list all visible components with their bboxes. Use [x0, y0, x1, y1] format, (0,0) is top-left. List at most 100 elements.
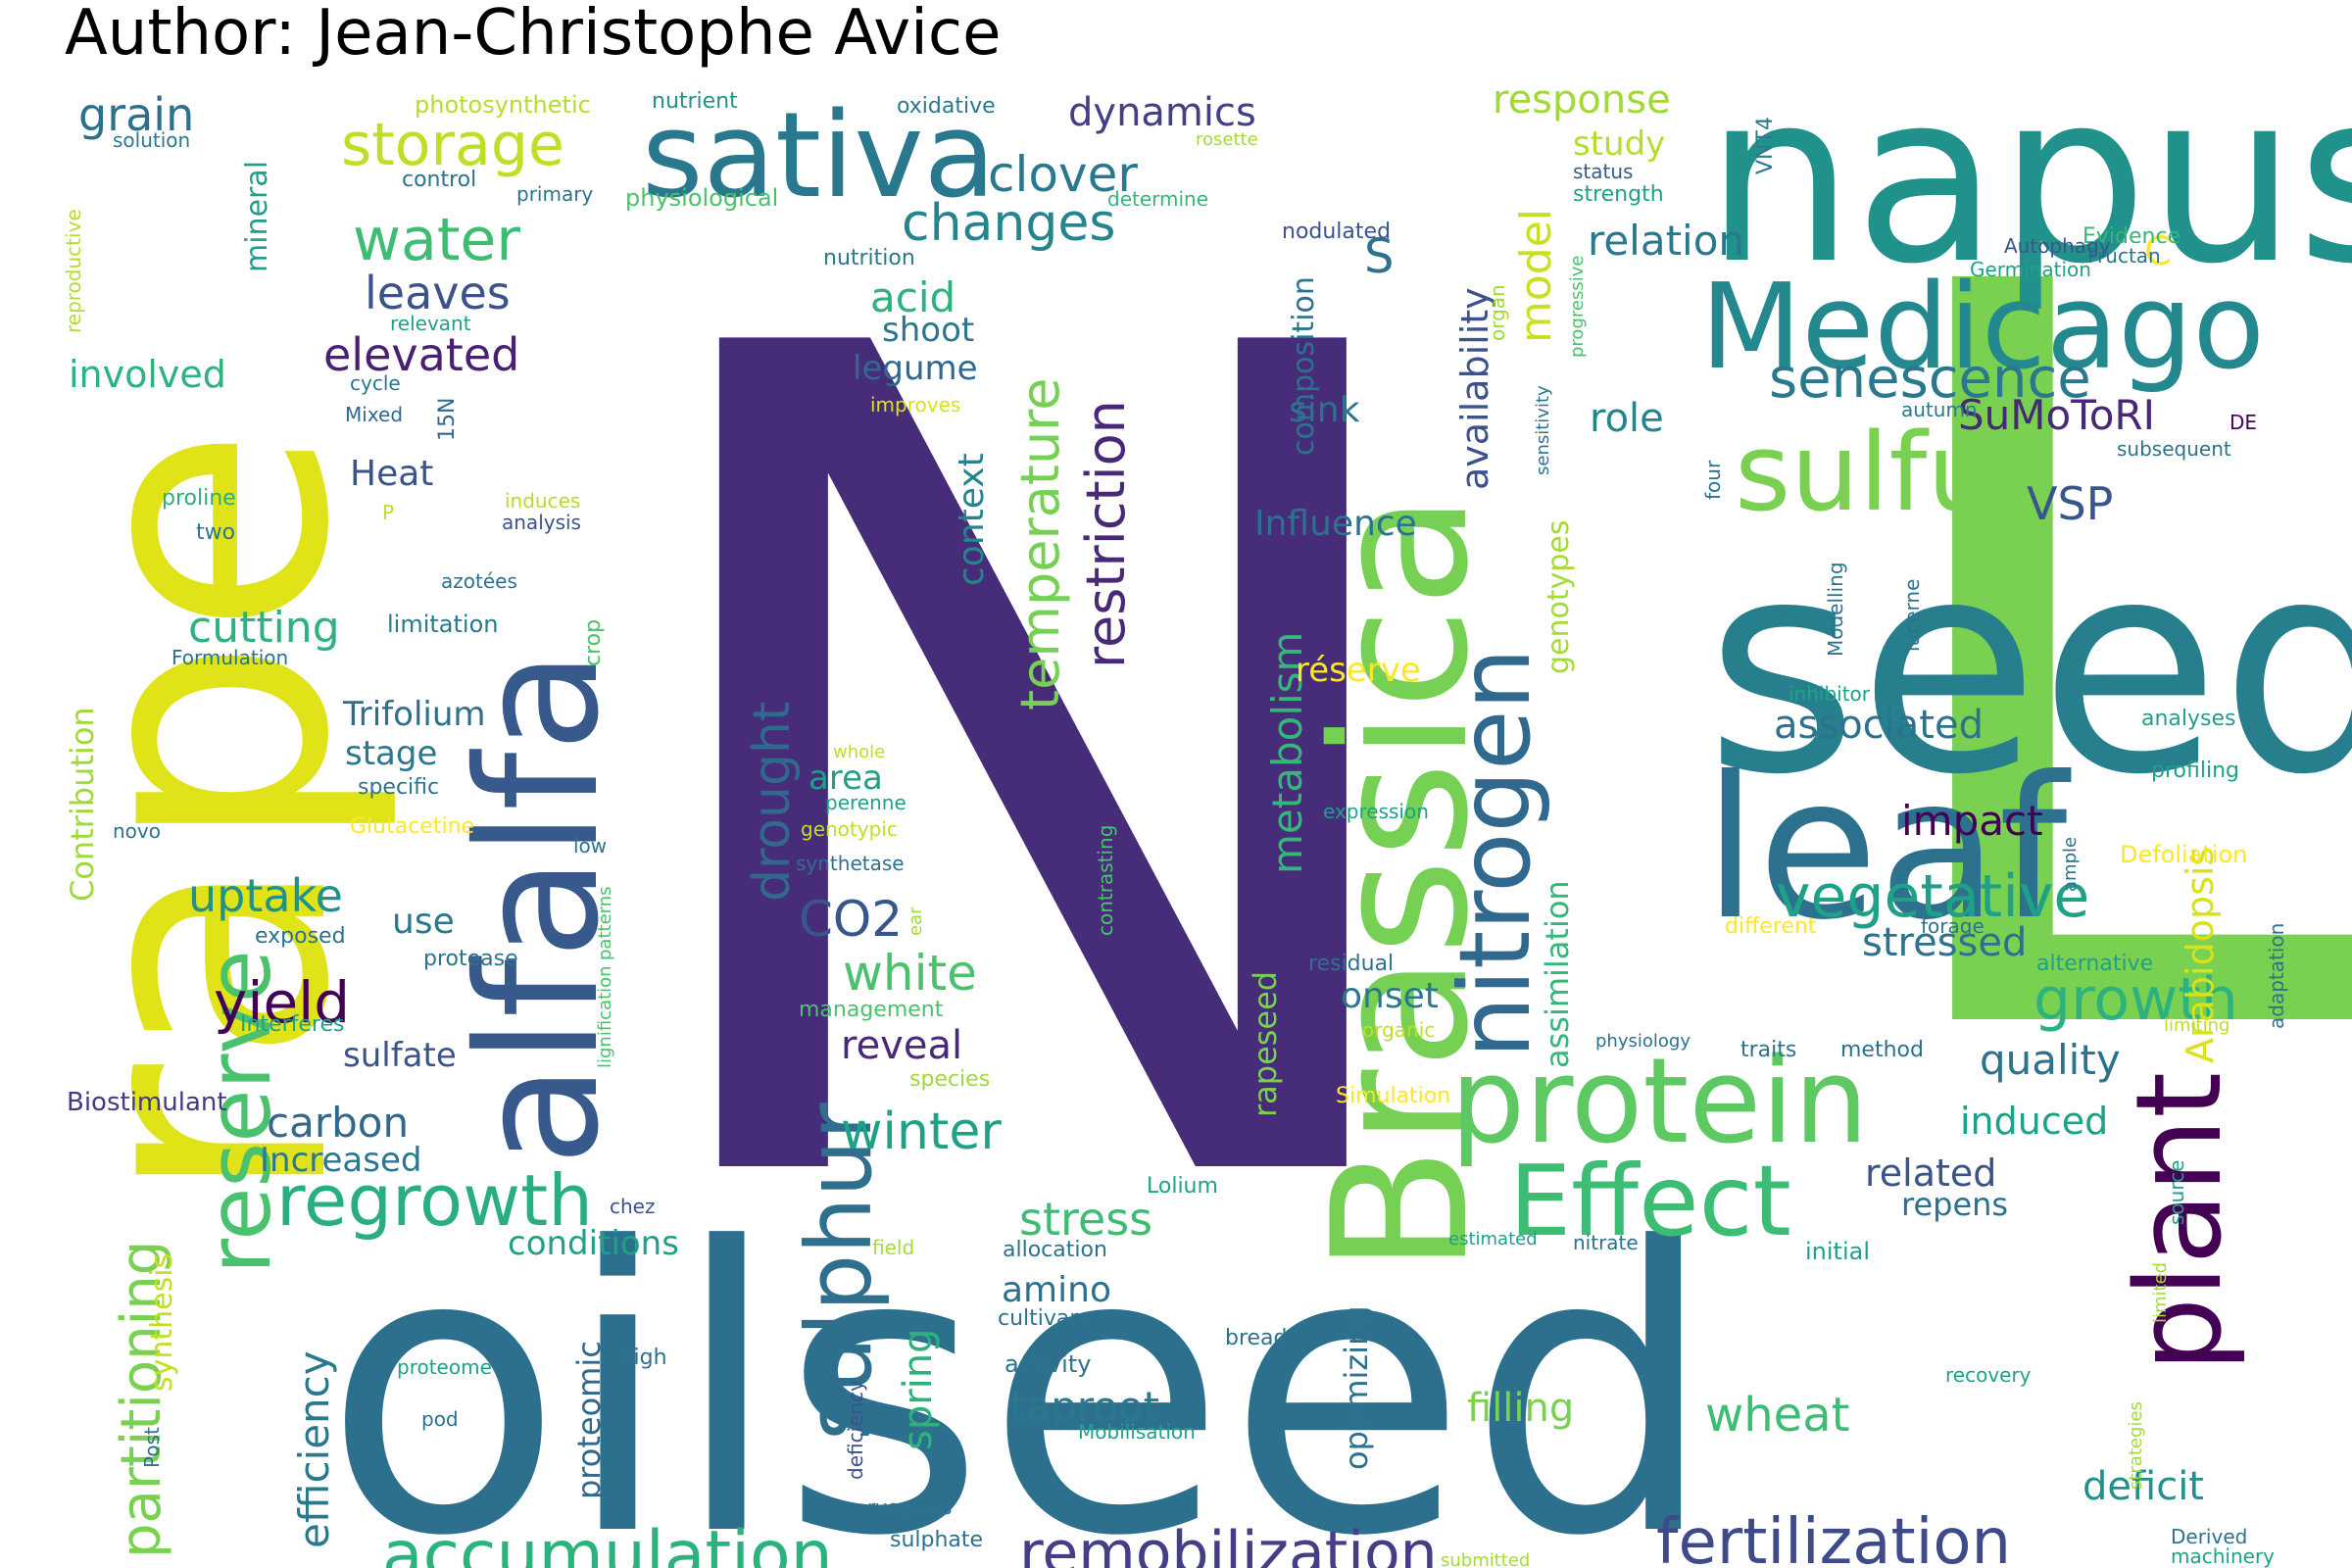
word-nitrogen: nitrogen	[1438, 648, 1552, 1058]
word-cycle: cycle	[350, 371, 401, 395]
word-determine: determine	[1107, 187, 1208, 211]
word-lolium: Lolium	[1147, 1174, 1218, 1199]
word-related: related	[1865, 1152, 1996, 1195]
word-protease: protease	[423, 947, 518, 971]
word-sumotori: SuMoToRI	[1958, 391, 2155, 439]
word-regrowth: regrowth	[276, 1159, 593, 1242]
word-leaves: leaves	[365, 267, 511, 319]
word-different: different	[1725, 914, 1817, 939]
word-n: N	[608, 111, 1458, 1435]
word-crop: crop	[581, 619, 606, 666]
page-title: Author: Jean-Christophe Avice	[65, 0, 1002, 70]
word-leaf: leaf	[1703, 735, 2072, 963]
word-winter: winter	[841, 1102, 1002, 1161]
word-response: response	[1493, 77, 1671, 122]
word-changes: changes	[902, 194, 1115, 253]
word-lignification: lignification	[595, 965, 615, 1068]
word-grain: grain	[78, 88, 194, 141]
word-alternative: alternative	[2036, 952, 2153, 976]
word-quality: quality	[1980, 1036, 2121, 1084]
word-shoot: shoot	[882, 311, 974, 350]
word-two: two	[196, 520, 235, 545]
word-r-serve: réserve	[1296, 651, 1421, 690]
word-autophagy: Autophagy	[2004, 234, 2111, 258]
word-c: C	[2144, 229, 2172, 274]
word-de: DE	[2230, 411, 2257, 434]
word-profiling: profiling	[2151, 759, 2239, 783]
word-deficiency: deficiency	[844, 1380, 867, 1480]
word-fertilization: fertilization	[1656, 1506, 2011, 1568]
word-glutacetine: Glutacetine	[350, 814, 474, 839]
word-machinery: machinery	[2171, 1544, 2275, 1568]
word-lucerne: lucerne	[1900, 579, 1924, 652]
word-reveal: reveal	[841, 1023, 962, 1068]
word-senescence: senescence	[1769, 347, 2091, 411]
word-four: four	[1701, 460, 1725, 500]
word-estimated: estimated	[1448, 1229, 1538, 1250]
word-medicago: Medicago	[1700, 260, 2265, 396]
word-water: water	[353, 206, 520, 274]
word-amino: amino	[1002, 1270, 1111, 1310]
word-stage: stage	[345, 734, 437, 773]
word-clover: clover	[988, 146, 1138, 203]
word-derived: Derived	[2171, 1525, 2247, 1548]
word-vsp: VSP	[2027, 477, 2113, 530]
word-sativa: sativa	[642, 88, 996, 224]
word-formulation: Formulation	[172, 646, 288, 669]
word-nitrate: nitrate	[1573, 1231, 1639, 1254]
word-novo: novo	[113, 819, 161, 843]
word-white: white	[843, 945, 977, 1002]
word-assimilation: assimilation	[1539, 880, 1576, 1068]
word-mineral: mineral	[240, 161, 274, 272]
word-specific: specific	[358, 775, 439, 800]
word-analyses: analyses	[2141, 707, 2236, 731]
word-recovery: recovery	[1945, 1363, 2032, 1387]
word-expression: expression	[1323, 800, 1429, 823]
word-residual: residual	[1308, 952, 1394, 976]
word-use: use	[392, 902, 455, 942]
word-genotypic: genotypic	[801, 817, 898, 841]
word-mobilisation: Mobilisation	[1078, 1420, 1196, 1444]
word-efficiency: efficiency	[290, 1350, 338, 1548]
word-improves: improves	[870, 393, 960, 416]
word-rosette: rosette	[1196, 129, 1258, 150]
word-legume: legume	[853, 349, 978, 388]
word-drought: drought	[743, 702, 802, 902]
word-conditions: conditions	[508, 1224, 679, 1263]
word-optimizing: optimizing	[1338, 1305, 1375, 1470]
word-arabidopsis: Arabidopsis	[2179, 847, 2222, 1063]
word-strength: strength	[1573, 182, 1664, 207]
word-availability: availability	[1453, 287, 1496, 490]
word-elevated: elevated	[323, 328, 519, 381]
word-status: status	[1573, 160, 1633, 183]
word-impact: impact	[1901, 797, 2043, 845]
word-stressed: stressed	[1862, 920, 2027, 965]
word-carbon: carbon	[267, 1099, 409, 1147]
word-brassica: Brassica	[1293, 493, 1509, 1274]
word-effect: Effect	[1509, 1144, 1791, 1258]
word-fructan: Fructan	[2087, 244, 2161, 268]
word-storage: storage	[341, 111, 564, 179]
word-relevant: relevant	[390, 312, 471, 335]
word-inhibitor: inhibitor	[1788, 682, 1871, 706]
word-wheat: wheat	[1705, 1388, 1849, 1443]
word-physiology: physiology	[1595, 1031, 1690, 1052]
word-relation: relation	[1588, 217, 1744, 265]
word-allocation: allocation	[1003, 1238, 1107, 1262]
word-co2: CO2	[799, 891, 903, 948]
word-rapeseed: rapeseed	[1247, 971, 1284, 1117]
word-control: control	[402, 168, 476, 192]
word-accumulation: accumulation	[382, 1517, 833, 1568]
word-adaptation: adaptation	[2265, 923, 2288, 1029]
word-composition: composition	[1287, 276, 1321, 456]
word-heat: Heat	[350, 454, 433, 494]
word-alfalfa: alfalfa	[442, 650, 636, 1166]
word-strategies: strategies	[2126, 1401, 2146, 1490]
word-sulphur: sulphur	[787, 1102, 892, 1441]
word-limited: limited	[2150, 1262, 2171, 1323]
word-pod: pod	[421, 1407, 459, 1431]
word-growth: growth	[2034, 965, 2238, 1034]
word-l: L	[1852, 74, 2352, 1260]
word-metabolism: metabolism	[1263, 632, 1311, 874]
word-species: species	[909, 1067, 990, 1092]
